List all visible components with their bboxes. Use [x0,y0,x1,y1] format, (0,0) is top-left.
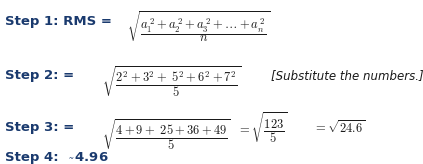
Text: Step 4:: Step 4: [5,151,59,164]
Text: $= \sqrt{\dfrac{123}{5}}$: $= \sqrt{\dfrac{123}{5}}$ [237,111,288,145]
Text: $= \sqrt{24.6}$: $= \sqrt{24.6}$ [313,120,365,136]
Text: $\sqrt{\dfrac{2^2 + 3^2 +\ 5^2 + 6^2 + 7^2}{5}}$: $\sqrt{\dfrac{2^2 + 3^2 +\ 5^2 + 6^2 + 7… [102,65,241,99]
Text: Step 1: RMS =: Step 1: RMS = [5,15,113,28]
Text: [Substitute the numbers.]: [Substitute the numbers.] [271,69,423,82]
Text: $\sqrt{\dfrac{4 + 9 +\ 25 + 36 + 49}{5}}$: $\sqrt{\dfrac{4 + 9 +\ 25 + 36 + 49}{5}}… [102,117,230,152]
Text: Step 2: =: Step 2: = [5,69,74,82]
Text: $\~{}$ 4.96: $\~{}$ 4.96 [68,151,108,164]
Text: Step 3: =: Step 3: = [5,121,75,134]
Text: $\sqrt{\dfrac{a_1^{\,2} + a_2^{\,2} + a_3^{\,2} + \ldots + a_n^{\,2}}{n}}$: $\sqrt{\dfrac{a_1^{\,2} + a_2^{\,2} + a_… [127,10,270,45]
